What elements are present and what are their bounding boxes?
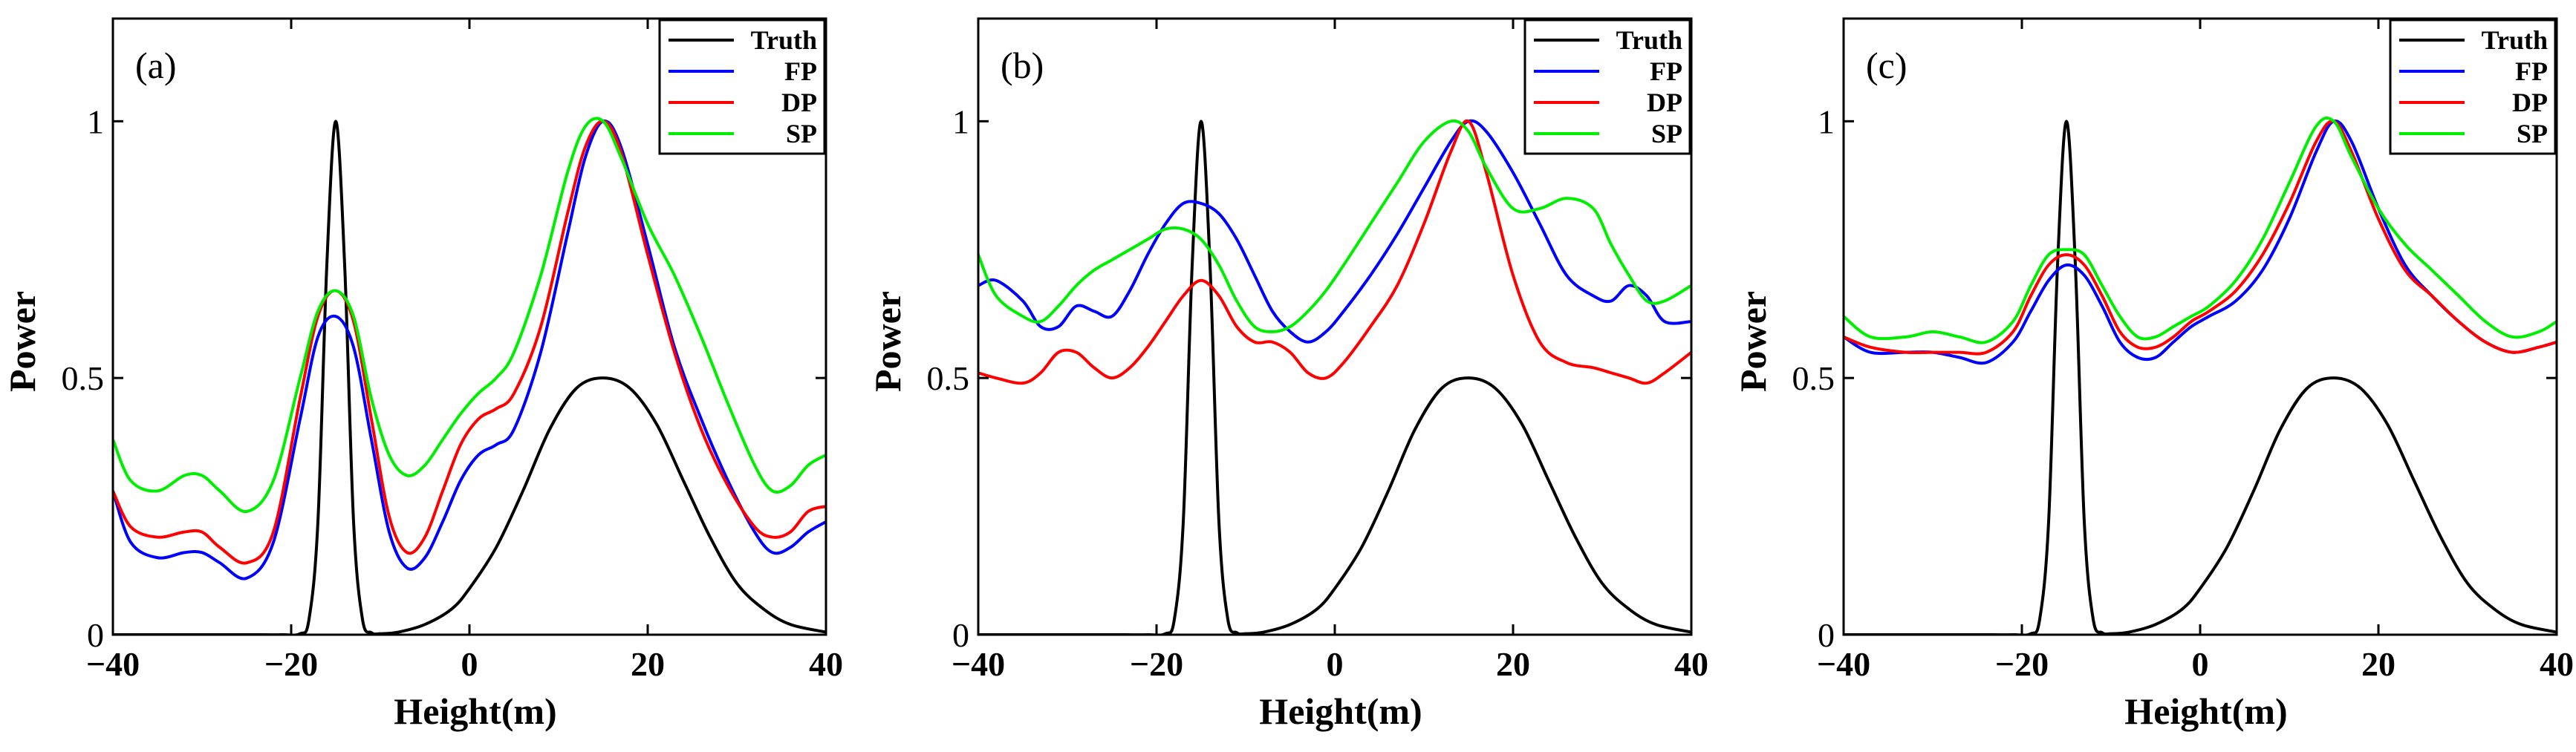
legend-label-sp: SP bbox=[1651, 119, 1682, 148]
x-tick-label: −40 bbox=[1817, 645, 1870, 683]
y-tick-label: 0 bbox=[87, 616, 104, 654]
legend-label-dp: DP bbox=[1647, 88, 1682, 117]
panel-label: (c) bbox=[1866, 45, 1907, 86]
x-tick-label: 20 bbox=[631, 645, 665, 683]
legend-label-sp: SP bbox=[786, 119, 817, 148]
chart-panel-2: −40 −20 0 20 40 0 0.5 1 Height(m) Power (b) TruthFP… bbox=[867, 17, 1708, 732]
y-axis-label: Power bbox=[1732, 291, 1774, 392]
series-line-sp bbox=[1844, 116, 2557, 344]
x-tick-label: 0 bbox=[1327, 645, 1344, 683]
series-line-fp bbox=[113, 120, 826, 581]
y-tick-label: 1 bbox=[1818, 102, 1835, 140]
x-tick-label: −20 bbox=[264, 645, 318, 683]
legend-label-fp: FP bbox=[2515, 56, 2548, 86]
x-axis-label: Height(m) bbox=[2124, 690, 2287, 732]
x-tick-label: 0 bbox=[2192, 645, 2209, 683]
x-tick-label: −20 bbox=[1130, 645, 1183, 683]
y-axis-label: Power bbox=[867, 291, 908, 392]
legend-box bbox=[1523, 19, 1691, 155]
x-tick-label: −20 bbox=[1995, 645, 2049, 683]
x-tick-label: −40 bbox=[86, 645, 140, 683]
legend-box bbox=[658, 19, 826, 155]
chart-panel-3: −40 −20 0 20 40 0 0.5 1 Height(m) Power (c) TruthFP… bbox=[1732, 17, 2574, 732]
y-tick-label: 1 bbox=[952, 102, 969, 140]
legend-box bbox=[2389, 19, 2557, 155]
x-tick-label: 40 bbox=[809, 645, 843, 683]
panel-label: (b) bbox=[1001, 45, 1044, 86]
chart-panel-1: −40 −20 0 20 40 0 0.5 1 Height(m) Power (a) TruthFP… bbox=[1, 17, 843, 732]
panel-label: (a) bbox=[135, 45, 177, 86]
legend-label-truth: Truth bbox=[1616, 25, 1682, 55]
x-axis-label: Height(m) bbox=[1259, 690, 1422, 732]
series-line-truth bbox=[978, 120, 1691, 635]
y-tick-label: 0 bbox=[1818, 616, 1835, 654]
y-tick-label: 1 bbox=[87, 102, 104, 140]
x-axis-label: Height(m) bbox=[394, 690, 556, 732]
legend-label-truth: Truth bbox=[2482, 25, 2548, 55]
x-tick-label: 40 bbox=[2540, 645, 2574, 683]
x-tick-label: 40 bbox=[1674, 645, 1708, 683]
series-line-dp bbox=[1844, 120, 2557, 356]
legend-label-dp: DP bbox=[781, 88, 817, 117]
legend-label-fp: FP bbox=[1650, 56, 1682, 86]
series-line-sp bbox=[978, 119, 1691, 333]
y-tick-label: 0 bbox=[952, 616, 969, 654]
y-tick-label: 0.5 bbox=[1792, 359, 1835, 397]
legend-label-fp: FP bbox=[784, 56, 817, 86]
series-line-fp bbox=[1844, 120, 2557, 365]
legend-label-truth: Truth bbox=[751, 25, 817, 55]
legend-label-sp: SP bbox=[2517, 119, 2548, 148]
series-line-dp bbox=[978, 119, 1691, 385]
series-line-dp bbox=[113, 120, 826, 565]
x-tick-label: 0 bbox=[461, 645, 478, 683]
series-line-sp bbox=[113, 117, 826, 514]
legend-label-dp: DP bbox=[2512, 88, 2548, 117]
y-axis-label: Power bbox=[1, 291, 43, 392]
x-tick-label: 20 bbox=[1496, 645, 1530, 683]
x-tick-label: −40 bbox=[952, 645, 1005, 683]
series-line-fp bbox=[978, 119, 1691, 344]
x-tick-label: 20 bbox=[2361, 645, 2396, 683]
y-tick-label: 0.5 bbox=[62, 359, 105, 397]
series-line-truth bbox=[1844, 120, 2557, 635]
y-tick-label: 0.5 bbox=[927, 359, 970, 397]
